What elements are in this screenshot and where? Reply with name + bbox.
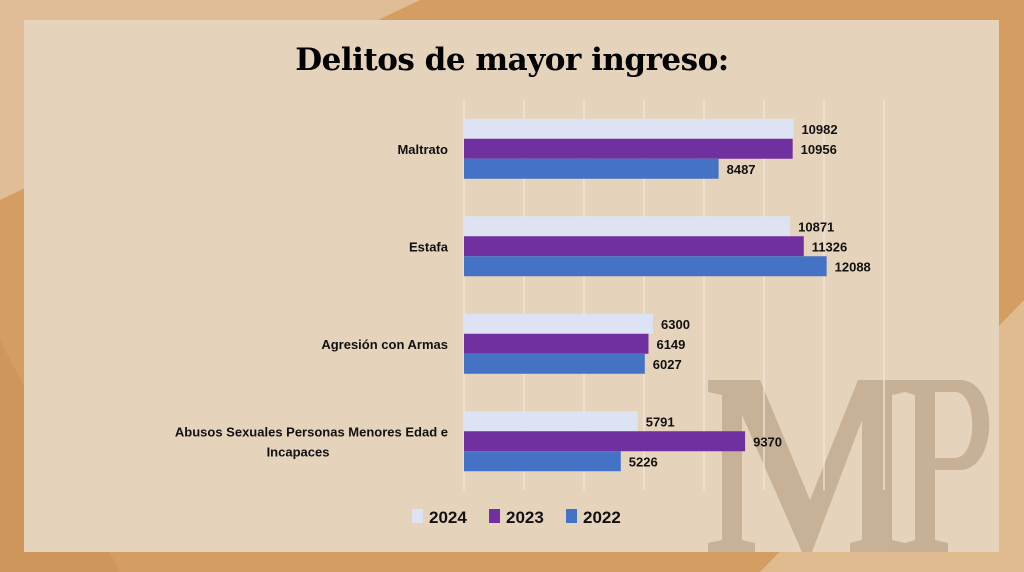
data-label: 9370 (753, 434, 782, 449)
legend-swatch-2022 (566, 509, 577, 523)
data-label: 10871 (798, 219, 834, 234)
category-label: Maltrato (397, 142, 448, 157)
legend-label-2023: 2023 (506, 508, 544, 527)
legend-label-2024: 2024 (429, 508, 467, 527)
data-label: 6149 (656, 337, 685, 352)
legend-label-2022: 2022 (583, 508, 621, 527)
bar-2024 (464, 313, 653, 334)
legend-swatch-2024 (412, 509, 423, 523)
category-label: Incapaces (267, 444, 330, 459)
bar-2024 (464, 118, 794, 139)
data-label: 11326 (812, 239, 847, 254)
chart-title: Delitos de mayor ingreso: (295, 42, 729, 78)
mp-watermark-logo (708, 380, 990, 552)
data-label: 8487 (727, 162, 756, 177)
bar-2022 (464, 158, 719, 179)
category-label: Estafa (409, 239, 449, 254)
bar-2024 (464, 216, 791, 237)
bar-2023 (464, 431, 746, 452)
category-label: Abusos Sexuales Personas Menores Edad e (175, 424, 448, 439)
category-label: Agresión con Armas (321, 337, 448, 352)
data-label: 6300 (661, 317, 690, 332)
data-label: 10982 (801, 122, 837, 137)
bar-2023 (464, 138, 793, 159)
data-label: 5791 (646, 414, 675, 429)
bar-2023 (464, 333, 649, 354)
bar-2024 (464, 411, 638, 432)
data-label: 10956 (801, 142, 837, 157)
bar-2022 (464, 353, 645, 374)
bar-2023 (464, 236, 804, 257)
data-label: 6027 (653, 357, 682, 372)
legend-swatch-2023 (489, 509, 500, 523)
bar-2022 (464, 256, 827, 277)
bar-2022 (464, 451, 621, 472)
data-label: 12088 (835, 259, 871, 274)
data-label: 5226 (629, 454, 658, 469)
